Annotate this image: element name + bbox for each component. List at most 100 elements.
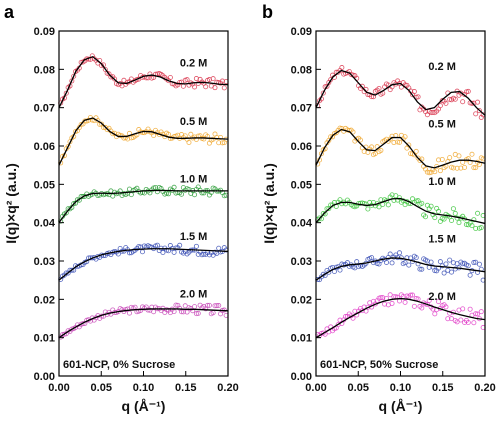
data-point — [326, 269, 332, 275]
data-point — [372, 151, 378, 157]
y-tick-label: 0.01 — [291, 333, 312, 345]
data-point — [63, 210, 69, 216]
data-point — [473, 259, 479, 265]
y-tick-label: 0.00 — [34, 371, 55, 383]
data-point — [398, 84, 404, 90]
fit-line — [315, 69, 486, 116]
fit-line — [58, 117, 229, 166]
series-label: 0.2 M — [180, 57, 208, 69]
data-point — [411, 89, 417, 95]
data-point — [443, 304, 449, 310]
data-point — [467, 306, 473, 312]
data-point — [154, 242, 160, 248]
data-point — [190, 308, 196, 314]
data-point — [432, 311, 438, 317]
data-point — [203, 84, 209, 90]
series-label: 1.0 M — [428, 176, 456, 188]
y-tick-label: 0.05 — [291, 179, 312, 191]
x-axis-title: q (Å⁻¹) — [379, 398, 423, 414]
data-point — [214, 303, 220, 309]
data-point — [428, 203, 434, 209]
data-point — [112, 76, 118, 82]
data-point — [177, 79, 183, 85]
fit-line — [315, 297, 486, 339]
y-tick-label: 0.08 — [34, 64, 55, 76]
data-point — [186, 139, 192, 145]
data-point — [417, 266, 423, 272]
series-2-0-M: 2.0 M — [315, 291, 486, 339]
plot-frame — [315, 30, 486, 377]
data-point — [437, 103, 443, 109]
data-point — [339, 65, 345, 71]
x-tick-label: 0.00 — [305, 382, 326, 394]
series-1-0-M: 1.0 M — [58, 173, 229, 224]
y-tick-label: 0.05 — [34, 179, 55, 191]
data-point — [219, 78, 225, 84]
series-0-5-M: 0.5 M — [58, 115, 229, 166]
data-point — [449, 217, 455, 223]
data-point — [69, 267, 75, 273]
data-point — [469, 100, 475, 106]
y-tick-label: 0.01 — [34, 333, 55, 345]
x-tick-label: 0.10 — [133, 382, 154, 394]
series-label: 0.2 M — [428, 61, 456, 73]
y-tick-label: 0.06 — [291, 141, 312, 153]
data-point — [456, 220, 462, 226]
series-1-5-M: 1.5 M — [58, 231, 229, 282]
data-point — [443, 261, 449, 267]
y-tick-label: 0.04 — [34, 218, 56, 230]
data-point — [214, 134, 220, 140]
data-point — [128, 192, 134, 198]
data-point — [71, 73, 77, 79]
y-tick-label: 0.07 — [291, 103, 312, 115]
data-point — [337, 267, 343, 273]
data-point — [447, 155, 453, 161]
data-point — [210, 76, 216, 82]
series-label: 2.0 M — [428, 291, 456, 303]
x-tick-label: 0.20 — [217, 382, 238, 394]
data-point — [415, 94, 421, 100]
data-point — [411, 303, 417, 309]
data-point — [219, 140, 225, 146]
data-point — [465, 88, 471, 94]
y-tick-label: 0.04 — [291, 218, 313, 230]
data-point — [357, 137, 363, 143]
panel-annotation: 601-NCP, 50% Sucrose — [320, 359, 438, 371]
data-point — [436, 208, 442, 214]
data-point — [450, 165, 456, 171]
data-point — [212, 303, 218, 309]
data-point — [476, 108, 482, 114]
fit-line — [315, 128, 486, 169]
data-point — [205, 302, 211, 308]
data-point — [84, 56, 90, 62]
data-point — [473, 226, 479, 232]
data-point — [152, 184, 158, 190]
fit-line — [315, 257, 486, 281]
data-point — [354, 259, 360, 265]
data-point — [426, 170, 432, 176]
series-label: 1.0 M — [180, 173, 208, 185]
data-point — [365, 206, 371, 212]
data-point — [460, 159, 466, 165]
data-point — [424, 302, 430, 308]
data-point — [478, 225, 484, 231]
data-point — [378, 197, 384, 203]
y-tick-label: 0.07 — [34, 103, 55, 115]
data-point — [408, 292, 414, 298]
data-point — [171, 249, 177, 255]
data-point — [413, 255, 419, 261]
y-tick-label: 0.09 — [291, 26, 312, 38]
data-point — [475, 210, 481, 216]
data-point — [460, 99, 466, 105]
panel-letter: b — [262, 2, 273, 22]
data-point — [449, 269, 455, 275]
data-point — [419, 266, 425, 272]
data-point — [473, 165, 479, 171]
data-point — [145, 307, 151, 313]
data-point — [212, 85, 218, 91]
data-point — [393, 193, 399, 199]
data-point — [357, 200, 363, 206]
data-point — [328, 77, 334, 83]
panel-annotation: 601-NCP, 0% Sucrose — [63, 359, 175, 371]
data-point — [441, 216, 447, 222]
